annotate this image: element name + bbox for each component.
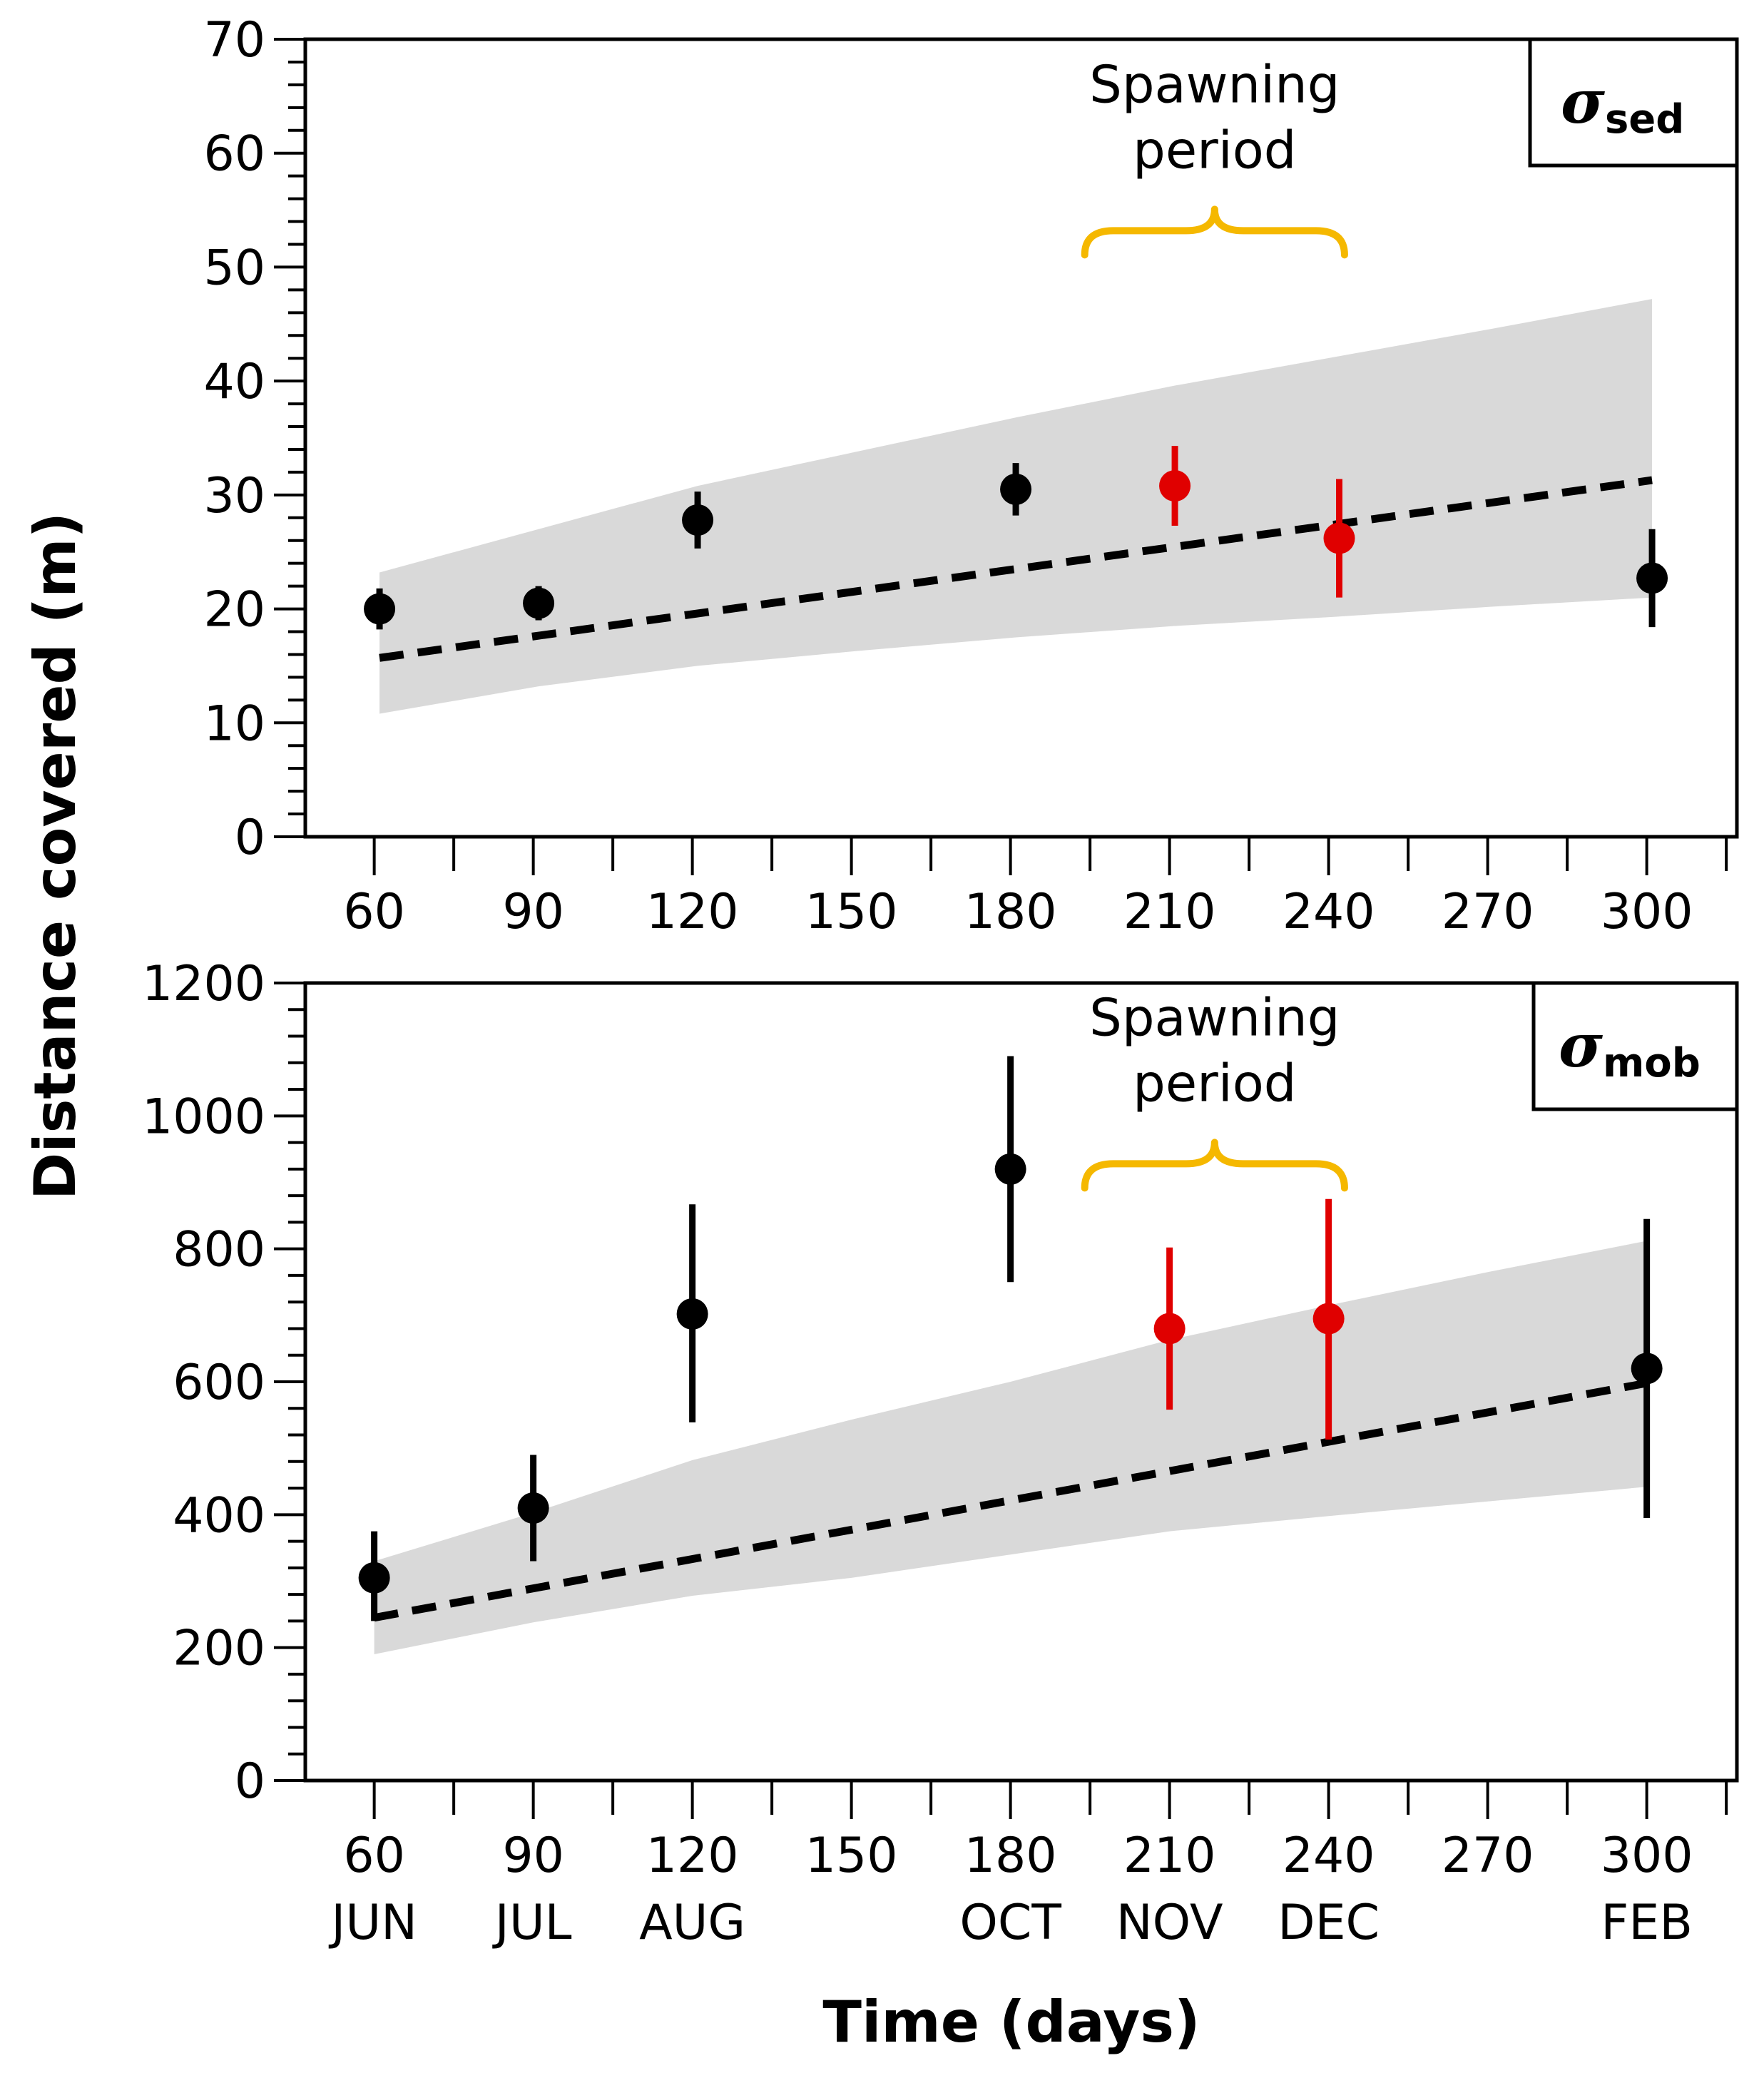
x-tick-label: 210 bbox=[1123, 1828, 1216, 1884]
y-tick-label: 1200 bbox=[142, 956, 265, 1012]
x-tick-label: 180 bbox=[964, 1828, 1057, 1884]
points-bottom bbox=[358, 1056, 1663, 1621]
data-point bbox=[994, 1153, 1026, 1185]
x-tick-label: 150 bbox=[805, 884, 898, 940]
legend-subscript-top: sed bbox=[1605, 96, 1684, 143]
data-point bbox=[1323, 522, 1355, 554]
svg-text:σsed: σsed bbox=[1561, 66, 1684, 143]
confidence-band-bottom bbox=[374, 1241, 1647, 1654]
x-tick-label: 300 bbox=[1601, 884, 1693, 940]
plot-area-top bbox=[303, 37, 1739, 839]
x-tick-label: 180 bbox=[964, 884, 1057, 940]
month-label: FEB bbox=[1601, 1895, 1693, 1951]
x-ticks-bottom: 60 90 120 150 180 210 240 270 300 bbox=[343, 1781, 1728, 1884]
y-tick-label: 0 bbox=[235, 1753, 265, 1810]
month-label: AUG bbox=[639, 1895, 745, 1951]
fit-line bbox=[373, 1379, 1648, 1622]
data-point bbox=[682, 504, 714, 536]
spawning-text-top-line2: period bbox=[1133, 120, 1296, 180]
data-point bbox=[1159, 470, 1191, 502]
x-tick-label: 270 bbox=[1442, 1828, 1534, 1884]
data-point bbox=[676, 1298, 708, 1330]
spawning-text-bottom-line1: Spawning bbox=[1089, 987, 1340, 1047]
svg-text:σmob: σmob bbox=[1559, 1010, 1701, 1086]
x-tick-label: 90 bbox=[502, 1828, 564, 1884]
data-point bbox=[1000, 473, 1032, 505]
legend-symbol-bottom: σ bbox=[1559, 1010, 1603, 1081]
legend-subscript-bottom: mob bbox=[1603, 1040, 1701, 1086]
y-tick-label: 600 bbox=[173, 1355, 265, 1411]
data-point bbox=[1153, 1313, 1186, 1345]
y-ticks-bottom: 0 200 400 600 800 1000 1200 bbox=[142, 956, 305, 1810]
spawning-annotation-bottom: Spawning period bbox=[1081, 987, 1348, 1192]
panel-bottom: 0 200 400 600 800 1000 1200 60 90 120 150 180 210 24… bbox=[142, 956, 1739, 1951]
fit-line-top bbox=[379, 476, 1653, 662]
legend-top: σsed bbox=[1528, 37, 1739, 168]
x-tick-label: 120 bbox=[646, 884, 739, 940]
y-ticks-top: 0 10 20 30 40 50 60 70 bbox=[203, 12, 305, 866]
legend-box-bottom bbox=[1531, 981, 1739, 1111]
data-point bbox=[1312, 1303, 1345, 1335]
panel-top: 0 10 20 30 40 50 60 70 60 90 120 150 180 210 240 270 30… bbox=[203, 12, 1739, 940]
data-point bbox=[364, 593, 396, 625]
x-tick-label: 60 bbox=[343, 884, 405, 940]
x-tick-label: 240 bbox=[1283, 884, 1375, 940]
data-point bbox=[523, 587, 555, 619]
y-tick-label: 30 bbox=[203, 468, 265, 524]
data-point bbox=[517, 1492, 549, 1524]
x-tick-label: 270 bbox=[1442, 884, 1534, 940]
data-point bbox=[1636, 562, 1668, 594]
data-point bbox=[1631, 1353, 1663, 1385]
spawning-bracket-top bbox=[1081, 205, 1348, 259]
legend-box-top bbox=[1528, 37, 1739, 168]
y-tick-label: 60 bbox=[203, 126, 265, 183]
x-axis-label: Time (days) bbox=[822, 1989, 1200, 2055]
x-tick-label: 210 bbox=[1123, 884, 1216, 940]
y-axis-label: Distance covered (m) bbox=[22, 512, 88, 1200]
spawning-annotation-top: Spawning period bbox=[1081, 54, 1348, 259]
month-label: OCT bbox=[959, 1895, 1061, 1951]
y-tick-label: 0 bbox=[235, 810, 265, 866]
month-label: JUL bbox=[492, 1895, 572, 1951]
month-labels: JUN JUL AUG OCT NOV DEC FEB bbox=[328, 1895, 1693, 1951]
y-tick-label: 200 bbox=[173, 1621, 265, 1677]
legend-bottom: σmob bbox=[1531, 981, 1739, 1111]
fit-line bbox=[379, 476, 1653, 662]
x-tick-label: 90 bbox=[502, 884, 564, 940]
confidence-band bbox=[374, 1241, 1647, 1654]
y-tick-label: 20 bbox=[203, 582, 265, 638]
month-label: DEC bbox=[1278, 1895, 1380, 1951]
y-tick-label: 400 bbox=[173, 1487, 265, 1544]
spawning-text-top-line1: Spawning bbox=[1089, 54, 1340, 114]
y-tick-label: 10 bbox=[203, 696, 265, 752]
fit-line-bottom bbox=[373, 1379, 1648, 1622]
month-label: JUN bbox=[328, 1895, 417, 1951]
x-tick-label: 120 bbox=[646, 1828, 739, 1884]
y-tick-label: 1000 bbox=[142, 1089, 265, 1145]
data-point bbox=[358, 1562, 390, 1594]
x-tick-label: 150 bbox=[805, 1828, 898, 1884]
points-top bbox=[364, 446, 1668, 630]
y-tick-label: 50 bbox=[203, 240, 265, 296]
x-tick-label: 300 bbox=[1601, 1828, 1693, 1884]
legend-symbol-top: σ bbox=[1561, 66, 1605, 137]
x-tick-label: 60 bbox=[343, 1828, 405, 1884]
y-tick-label: 40 bbox=[203, 354, 265, 410]
month-label: NOV bbox=[1116, 1895, 1223, 1951]
x-tick-label: 240 bbox=[1283, 1828, 1375, 1884]
y-tick-label: 70 bbox=[203, 12, 265, 68]
x-ticks-top: 60 90 120 150 180 210 240 270 300 bbox=[343, 837, 1728, 940]
y-tick-label: 800 bbox=[173, 1222, 265, 1278]
spawning-bracket-bottom bbox=[1081, 1139, 1348, 1192]
spawning-text-bottom-line2: period bbox=[1133, 1053, 1296, 1113]
